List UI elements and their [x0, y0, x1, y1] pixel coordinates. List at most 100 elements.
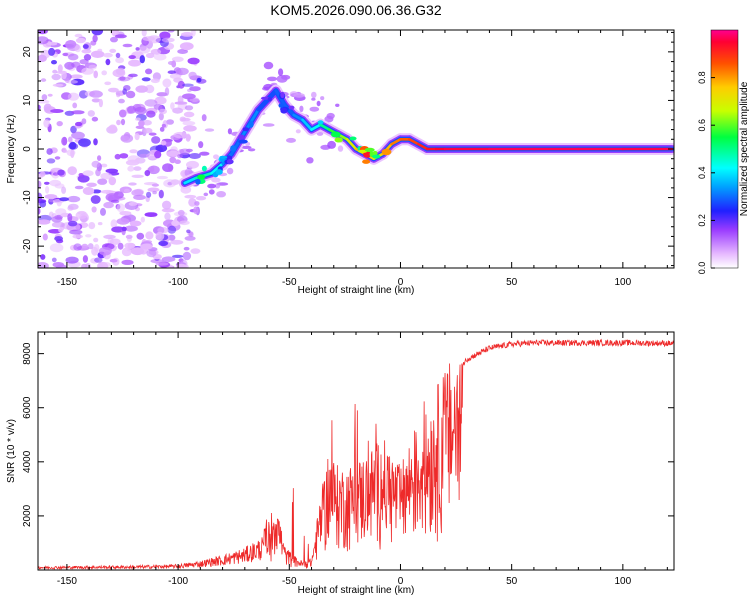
heatmap-noise-cell	[130, 247, 145, 256]
heatmap-noise-cell	[69, 141, 77, 150]
heatmap-noise-cell	[119, 109, 127, 118]
heatmap-noise-cell	[120, 118, 126, 126]
heatmap-noise-cell	[116, 218, 130, 225]
heatmap-noise-cell	[87, 110, 96, 117]
heatmap-noise-cell	[100, 163, 108, 168]
heatmap-noise-cell	[38, 180, 42, 188]
heatmap-noise-cell	[327, 140, 336, 149]
heatmap-noise-cell	[164, 212, 171, 221]
heatmap-noise-cell	[311, 91, 317, 99]
snr-x-ticks: -150 -100 -50 0 50 100	[44, 332, 668, 587]
heatmap-noise-cell	[90, 50, 105, 58]
heatmap-noise-cell	[162, 78, 172, 88]
heatmap-noise-cell	[162, 163, 174, 173]
heatmap-noise-cell	[86, 182, 97, 187]
colorbar-tick-label: 0.6	[697, 119, 707, 132]
heatmap-ridge-blob	[226, 159, 233, 165]
heatmap-noise-cell	[144, 84, 155, 94]
heatmap-noise-cell	[88, 64, 97, 70]
heatmap-noise-cell	[82, 170, 94, 177]
heatmap-noise-cell	[177, 153, 183, 159]
heatmap-noise-cell	[70, 74, 83, 79]
heatmap-noise-cell	[75, 121, 83, 127]
heatmap-noise-cell	[93, 70, 98, 79]
heatmap-noise-cell	[186, 160, 199, 169]
heatmap-noise-cell	[170, 102, 175, 110]
heatmap-noise-cell	[146, 110, 156, 118]
y-tick-label: -10	[22, 190, 33, 205]
heatmap-noise-cell	[50, 109, 64, 113]
heatmap-noise-cell	[121, 259, 134, 265]
heatmap-noise-cell	[151, 136, 161, 144]
heatmap-noise-cell	[204, 128, 215, 132]
heatmap-noise-cell	[278, 68, 284, 76]
heatmap-noise-cell	[181, 32, 194, 37]
heatmap-noise-cell	[97, 178, 108, 185]
heatmap-noise-cell	[52, 172, 59, 176]
heatmap-noise-cell	[81, 263, 88, 268]
heatmap-noise-cell	[64, 61, 75, 70]
heatmap-noise-cell	[90, 195, 101, 204]
heatmap-noise-cell	[174, 159, 181, 164]
heatmap-noise-cell	[111, 30, 119, 37]
heatmap-noise-cell	[247, 148, 256, 152]
heatmap-noise-cell	[44, 194, 58, 200]
heatmap-ridge-blob	[201, 165, 207, 172]
heatmap-noise-cell	[145, 231, 154, 240]
heatmap-noise-cell	[128, 55, 136, 60]
heatmap-noise-cell	[148, 132, 157, 136]
heatmap-noise-cell	[71, 131, 85, 140]
heatmap-noise-cell	[216, 191, 227, 198]
snr-series-line	[38, 338, 674, 570]
heatmap-noise-cell	[67, 166, 77, 176]
heatmap-noise-cell	[67, 195, 81, 203]
heatmap-noise-cell	[64, 78, 70, 83]
heatmap-noise-cell	[295, 129, 301, 134]
heatmap-noise-cell	[167, 70, 176, 74]
heatmap-noise-cell	[49, 179, 61, 187]
heatmap-noise-cell	[146, 191, 152, 198]
heatmap-noise-cell	[226, 167, 234, 175]
heatmap-noise-cell	[54, 236, 63, 242]
heatmap-noise-cell	[52, 69, 58, 74]
heatmap-noise-cell	[91, 30, 103, 36]
heatmap-noise-cell	[54, 156, 61, 160]
heatmap-noise-cell	[131, 174, 144, 178]
heatmap-noise-cell	[100, 172, 113, 180]
heatmap-noise-cell	[182, 93, 196, 100]
heatmap-ridge-blob	[195, 178, 201, 185]
heatmap-noise-cell	[150, 259, 164, 264]
heatmap-noise-cell	[161, 256, 176, 263]
heatmap-noise-cell	[151, 183, 159, 187]
heatmap-noise-cell	[38, 36, 49, 45]
heatmap-ridge-blob	[219, 155, 228, 159]
heatmap-ridge-segment	[390, 138, 402, 146]
heatmap-noise-cell	[38, 207, 41, 215]
heatmap-noise-cell	[141, 77, 151, 82]
heatmap-noise-cell	[159, 31, 171, 40]
heatmap-noise-cell	[46, 148, 53, 155]
heatmap-noise-cell	[172, 107, 184, 114]
heatmap-ridge-segment	[416, 142, 429, 151]
colorbar-tick-label: 0.2	[697, 214, 707, 227]
heatmap-ridge-blob	[197, 174, 206, 180]
heatmap-ridge-blob	[362, 159, 371, 164]
heatmap-noise-cell	[153, 53, 167, 61]
heatmap-noise-cell	[162, 200, 172, 210]
heatmap-noise-cell	[52, 83, 64, 87]
heatmap-noise-cell	[184, 105, 194, 111]
heatmap-noise-cell	[138, 46, 151, 54]
spectrogram-marks	[38, 30, 674, 268]
heatmap-noise-cell	[102, 262, 111, 268]
heatmap-ridge-segment	[301, 118, 313, 131]
y-tick-label: 2000	[22, 504, 33, 527]
heatmap-noise-cell	[88, 222, 96, 230]
heatmap-noise-cell	[155, 232, 162, 240]
heatmap-noise-cell	[188, 153, 201, 159]
heatmap-noise-cell	[104, 81, 112, 86]
heatmap-noise-cell	[38, 30, 48, 35]
heatmap-noise-cell	[40, 254, 46, 260]
heatmap-noise-cell	[92, 34, 98, 43]
heatmap-noise-cell	[81, 243, 89, 249]
heatmap-ridge-blob	[267, 96, 272, 102]
